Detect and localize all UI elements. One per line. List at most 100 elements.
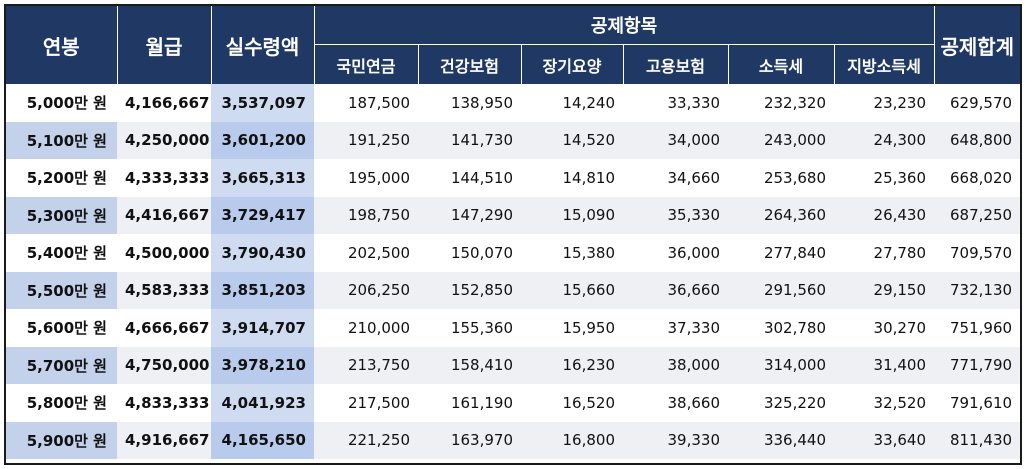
cell-national-pension: 206,250 bbox=[314, 271, 418, 309]
cell-local-income-tax: 29,150 bbox=[834, 271, 935, 309]
cell-income-tax: 243,000 bbox=[728, 121, 834, 159]
cell-income-tax: 253,680 bbox=[728, 159, 834, 197]
cell-health-insurance: 158,410 bbox=[418, 346, 521, 384]
cell-total: 791,610 bbox=[934, 384, 1020, 422]
cell-net: 3,978,210 bbox=[211, 346, 314, 384]
cell-monthly: 4,250,000 bbox=[117, 121, 211, 159]
cell-employment-insurance: 36,000 bbox=[623, 234, 728, 272]
cell-health-insurance: 138,950 bbox=[418, 84, 521, 122]
cell-local-income-tax: 23,230 bbox=[834, 84, 935, 122]
header-salary: 연봉 bbox=[6, 6, 118, 84]
header-health-insurance: 건강보험 bbox=[418, 44, 522, 84]
cell-monthly: 4,416,667 bbox=[117, 196, 211, 234]
cell-salary: 5,000만 원 bbox=[6, 84, 117, 122]
cell-net: 4,041,923 bbox=[211, 384, 314, 422]
cell-health-insurance: 163,970 bbox=[418, 421, 521, 459]
cell-employment-insurance: 38,660 bbox=[623, 384, 728, 422]
header-national-pension: 국민연금 bbox=[314, 44, 419, 84]
table-row: 5,200만 원 4,333,333 3,665,313 195,000 144,510… bbox=[6, 159, 1020, 197]
cell-long-term-care: 14,810 bbox=[521, 159, 623, 197]
cell-total: 732,130 bbox=[934, 271, 1020, 309]
cell-income-tax: 232,320 bbox=[728, 84, 834, 122]
cell-salary: 5,200만 원 bbox=[6, 159, 117, 197]
cell-long-term-care: 16,800 bbox=[521, 421, 623, 459]
cell-monthly: 4,583,333 bbox=[117, 271, 211, 309]
cell-long-term-care: 16,520 bbox=[521, 384, 623, 422]
cell-local-income-tax: 30,270 bbox=[834, 309, 935, 347]
cell-monthly: 4,750,000 bbox=[117, 346, 211, 384]
cell-local-income-tax: 25,360 bbox=[834, 159, 935, 197]
header-local-income-tax: 지방소득세 bbox=[834, 44, 935, 84]
cell-salary: 5,300만 원 bbox=[6, 196, 117, 234]
cell-health-insurance: 161,190 bbox=[418, 384, 521, 422]
table-row: 5,900만 원 4,916,667 4,165,650 221,250 163,970… bbox=[6, 421, 1020, 459]
cell-net: 3,914,707 bbox=[211, 309, 314, 347]
cell-total: 751,960 bbox=[934, 309, 1020, 347]
cell-health-insurance: 152,850 bbox=[418, 271, 521, 309]
cell-salary: 5,600만 원 bbox=[6, 309, 117, 347]
header-long-term-care: 장기요양 bbox=[521, 44, 624, 84]
table-row: 5,800만 원 4,833,333 4,041,923 217,500 161,190… bbox=[6, 384, 1020, 422]
salary-deduction-table: 연봉 월급 실수령액 공제항목 공제합계 국민연금 건강보험 장기요양 고용보험… bbox=[6, 6, 1020, 459]
table-header: 연봉 월급 실수령액 공제항목 공제합계 국민연금 건강보험 장기요양 고용보험… bbox=[6, 6, 1020, 84]
cell-salary: 5,900만 원 bbox=[6, 421, 117, 459]
header-net: 실수령액 bbox=[211, 6, 315, 84]
header-employment-insurance: 고용보험 bbox=[623, 44, 729, 84]
cell-total: 687,250 bbox=[934, 196, 1020, 234]
cell-total: 668,020 bbox=[934, 159, 1020, 197]
cell-national-pension: 191,250 bbox=[314, 121, 418, 159]
table-row: 5,600만 원 4,666,667 3,914,707 210,000 155,360… bbox=[6, 309, 1020, 347]
cell-national-pension: 213,750 bbox=[314, 346, 418, 384]
cell-employment-insurance: 37,330 bbox=[623, 309, 728, 347]
cell-salary: 5,500만 원 bbox=[6, 271, 117, 309]
cell-long-term-care: 15,950 bbox=[521, 309, 623, 347]
cell-salary: 5,700만 원 bbox=[6, 346, 117, 384]
cell-long-term-care: 15,380 bbox=[521, 234, 623, 272]
cell-local-income-tax: 24,300 bbox=[834, 121, 935, 159]
cell-employment-insurance: 33,330 bbox=[623, 84, 728, 122]
salary-table-frame: 연봉 월급 실수령액 공제항목 공제합계 국민연금 건강보험 장기요양 고용보험… bbox=[4, 4, 1022, 465]
cell-national-pension: 198,750 bbox=[314, 196, 418, 234]
cell-income-tax: 336,440 bbox=[728, 421, 834, 459]
cell-monthly: 4,833,333 bbox=[117, 384, 211, 422]
table-row: 5,500만 원 4,583,333 3,851,203 206,250 152,850… bbox=[6, 271, 1020, 309]
cell-long-term-care: 14,520 bbox=[521, 121, 623, 159]
cell-total: 811,430 bbox=[934, 421, 1020, 459]
cell-net: 3,790,430 bbox=[211, 234, 314, 272]
table-row: 5,400만 원 4,500,000 3,790,430 202,500 150,070… bbox=[6, 234, 1020, 272]
cell-monthly: 4,916,667 bbox=[117, 421, 211, 459]
cell-employment-insurance: 35,330 bbox=[623, 196, 728, 234]
cell-local-income-tax: 32,520 bbox=[834, 384, 935, 422]
cell-monthly: 4,666,667 bbox=[117, 309, 211, 347]
cell-local-income-tax: 27,780 bbox=[834, 234, 935, 272]
header-monthly: 월급 bbox=[117, 6, 212, 84]
cell-employment-insurance: 38,000 bbox=[623, 346, 728, 384]
cell-long-term-care: 15,660 bbox=[521, 271, 623, 309]
cell-net: 3,729,417 bbox=[211, 196, 314, 234]
cell-health-insurance: 150,070 bbox=[418, 234, 521, 272]
table-body: 5,000만 원 4,166,667 3,537,097 187,500 138,950… bbox=[6, 84, 1020, 459]
cell-income-tax: 291,560 bbox=[728, 271, 834, 309]
cell-local-income-tax: 33,640 bbox=[834, 421, 935, 459]
cell-employment-insurance: 34,000 bbox=[623, 121, 728, 159]
cell-employment-insurance: 36,660 bbox=[623, 271, 728, 309]
header-income-tax: 소득세 bbox=[728, 44, 835, 84]
cell-long-term-care: 15,090 bbox=[521, 196, 623, 234]
cell-net: 3,851,203 bbox=[211, 271, 314, 309]
cell-salary: 5,800만 원 bbox=[6, 384, 117, 422]
cell-national-pension: 195,000 bbox=[314, 159, 418, 197]
cell-employment-insurance: 34,660 bbox=[623, 159, 728, 197]
cell-local-income-tax: 31,400 bbox=[834, 346, 935, 384]
header-total: 공제합계 bbox=[934, 6, 1020, 84]
cell-income-tax: 264,360 bbox=[728, 196, 834, 234]
cell-employment-insurance: 39,330 bbox=[623, 421, 728, 459]
cell-income-tax: 325,220 bbox=[728, 384, 834, 422]
table-row: 5,700만 원 4,750,000 3,978,210 213,750 158,410… bbox=[6, 346, 1020, 384]
cell-national-pension: 210,000 bbox=[314, 309, 418, 347]
cell-health-insurance: 155,360 bbox=[418, 309, 521, 347]
cell-monthly: 4,500,000 bbox=[117, 234, 211, 272]
header-deductions-group: 공제항목 bbox=[314, 6, 935, 45]
cell-national-pension: 221,250 bbox=[314, 421, 418, 459]
cell-salary: 5,100만 원 bbox=[6, 121, 117, 159]
cell-income-tax: 314,000 bbox=[728, 346, 834, 384]
